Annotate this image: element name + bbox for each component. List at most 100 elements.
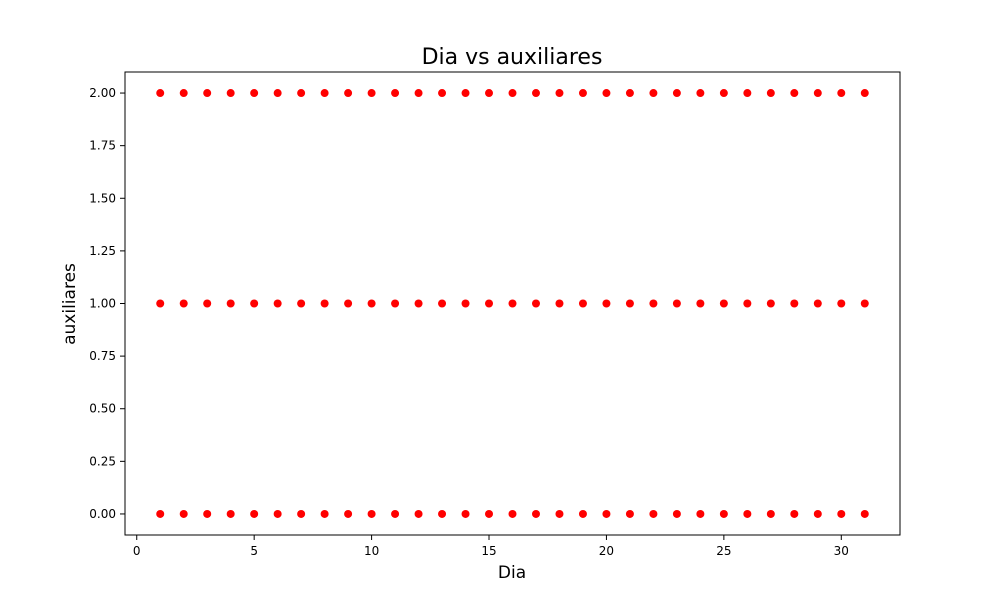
x-tick-label: 10 [364,544,379,558]
data-point [813,299,822,308]
x-axis-ticks: 0 5 10 15 20 25 30 [133,535,849,558]
data-point [273,509,282,518]
data-point [297,509,306,518]
data-point [813,509,822,518]
data-point [273,299,282,308]
data-point [672,509,681,518]
data-point [696,89,705,98]
data-point [179,89,188,98]
data-point [837,509,846,518]
data-point [837,299,846,308]
y-tick-label: 0.50 [89,402,116,416]
data-point [367,89,376,98]
data-point [179,299,188,308]
data-point [743,299,752,308]
data-point [485,299,494,308]
data-point [485,89,494,98]
data-point [555,509,564,518]
data-point [649,89,658,98]
data-point [531,89,540,98]
data-point [602,509,611,518]
data-point [625,509,634,518]
data-point [414,509,423,518]
data-point [344,89,353,98]
data-point [672,89,681,98]
data-point [625,89,634,98]
y-tick-label: 2.00 [89,86,116,100]
data-point [602,89,611,98]
data-point [602,299,611,308]
data-point [344,299,353,308]
data-point [367,509,376,518]
data-point [508,299,517,308]
data-point [297,299,306,308]
data-point [344,509,353,518]
data-point [578,509,587,518]
data-point [320,89,329,98]
x-tick-label: 30 [834,544,849,558]
data-point [156,509,165,518]
y-axis-ticks: 0.00 0.25 0.50 0.75 1.00 1.25 1.50 1.75 2.00 [89,86,125,521]
data-point [485,509,494,518]
data-point [414,89,423,98]
data-point [860,299,869,308]
data-point [860,89,869,98]
data-point [625,299,634,308]
x-tick-label: 0 [133,544,141,558]
y-tick-label: 1.25 [89,244,116,258]
data-point [696,299,705,308]
data-point [250,299,259,308]
data-point [297,89,306,98]
x-tick-label: 25 [716,544,731,558]
x-tick-label: 5 [250,544,258,558]
data-point [672,299,681,308]
data-point [391,299,400,308]
data-point [508,509,517,518]
data-point [438,89,447,98]
data-point [790,299,799,308]
data-point [649,509,658,518]
data-point [273,89,282,98]
y-tick-label: 1.75 [89,139,116,153]
data-point [790,509,799,518]
data-point [696,509,705,518]
data-point [203,89,212,98]
data-point [719,89,728,98]
data-point [414,299,423,308]
data-point [156,299,165,308]
data-point [649,299,658,308]
data-point [461,89,470,98]
data-point [719,509,728,518]
data-point [860,509,869,518]
chart-title: Dia vs auxiliares [422,45,603,70]
data-point [438,299,447,308]
data-point [743,509,752,518]
data-point [719,299,728,308]
data-point [508,89,517,98]
y-tick-label: 0.25 [89,454,116,468]
data-point [461,299,470,308]
y-tick-label: 0.00 [89,507,116,521]
data-point [391,509,400,518]
data-point [743,89,752,98]
data-point [179,509,188,518]
data-point [813,89,822,98]
y-tick-label: 1.50 [89,191,116,205]
data-point [531,299,540,308]
data-point [790,89,799,98]
data-point [367,299,376,308]
data-point [578,89,587,98]
data-point [837,89,846,98]
data-point [320,299,329,308]
data-point [203,509,212,518]
data-point [438,509,447,518]
data-point [766,299,775,308]
data-point [766,509,775,518]
data-point [226,89,235,98]
data-point [531,509,540,518]
data-point [156,89,165,98]
data-point [250,89,259,98]
data-point [555,299,564,308]
x-axis-label: Dia [498,563,526,583]
